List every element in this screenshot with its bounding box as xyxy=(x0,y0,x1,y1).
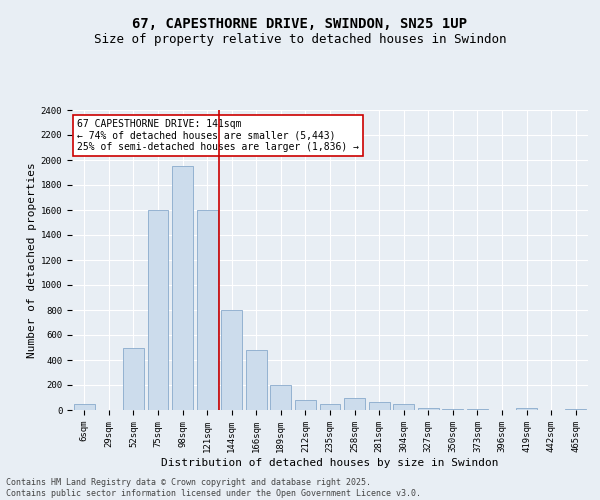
Bar xyxy=(271,385,292,410)
Bar xyxy=(221,310,242,410)
Text: Contains HM Land Registry data © Crown copyright and database right 2025.
Contai: Contains HM Land Registry data © Crown c… xyxy=(6,478,421,498)
Bar xyxy=(516,408,537,410)
Bar xyxy=(197,210,218,410)
Bar xyxy=(295,400,316,410)
Bar xyxy=(418,408,439,410)
Bar xyxy=(442,409,463,410)
Bar xyxy=(368,402,389,410)
Bar xyxy=(320,404,340,410)
Y-axis label: Number of detached properties: Number of detached properties xyxy=(26,162,37,358)
X-axis label: Distribution of detached houses by size in Swindon: Distribution of detached houses by size … xyxy=(161,458,499,468)
Text: 67 CAPESTHORNE DRIVE: 141sqm
← 74% of detached houses are smaller (5,443)
25% of: 67 CAPESTHORNE DRIVE: 141sqm ← 74% of de… xyxy=(77,119,359,152)
Bar xyxy=(148,210,169,410)
Bar xyxy=(393,404,414,410)
Bar xyxy=(172,166,193,410)
Text: Size of property relative to detached houses in Swindon: Size of property relative to detached ho… xyxy=(94,32,506,46)
Bar xyxy=(123,348,144,410)
Bar xyxy=(246,350,267,410)
Bar xyxy=(74,404,95,410)
Text: 67, CAPESTHORNE DRIVE, SWINDON, SN25 1UP: 67, CAPESTHORNE DRIVE, SWINDON, SN25 1UP xyxy=(133,18,467,32)
Bar xyxy=(344,398,365,410)
